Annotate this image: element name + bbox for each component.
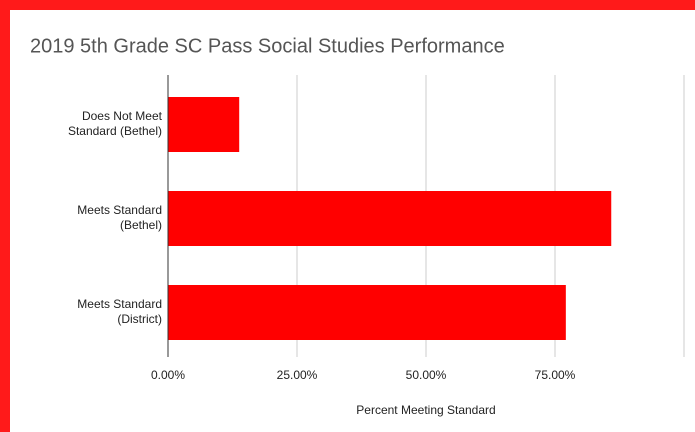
bar <box>168 191 612 246</box>
x-tick-label: 50.00% <box>406 368 447 382</box>
y-tick-label: Does Not Meet Standard (Bethel) <box>67 109 162 138</box>
x-axis-label: Percent Meeting Standard <box>356 403 495 417</box>
chart-title: 2019 5th Grade SC Pass Social Studies Pe… <box>30 35 505 57</box>
bar <box>168 285 566 340</box>
x-tick-label: 75.00% <box>535 368 576 382</box>
y-tick-label: Meets Standard (Bethel) <box>77 203 162 232</box>
x-tick-label: 25.00% <box>277 368 318 382</box>
bar <box>168 97 240 152</box>
y-tick-label: Meets Standard (District) <box>77 297 162 326</box>
x-tick-label: 0.00% <box>151 368 185 382</box>
